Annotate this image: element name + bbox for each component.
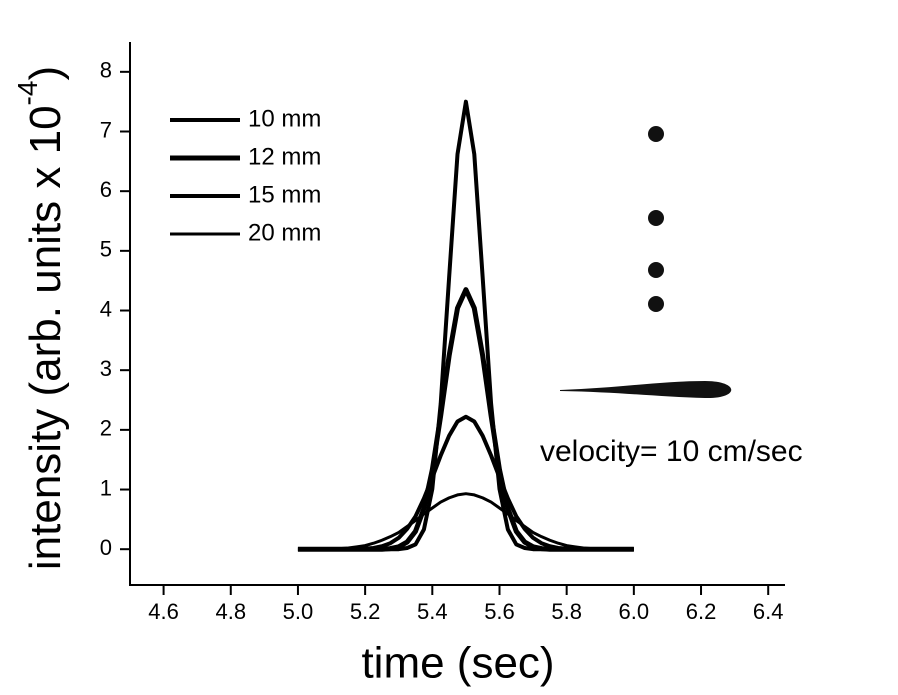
drop (648, 296, 664, 312)
x-tick-label: 5.2 (350, 599, 381, 624)
sketch (560, 126, 732, 399)
y-axis-title-text: intensity (arb. units x 10 (21, 105, 70, 570)
x-tick-label: 6.0 (619, 599, 650, 624)
y-tick-label: 0 (100, 535, 112, 560)
x-tick-label: 5.0 (283, 599, 314, 624)
x-tick-label: 4.8 (215, 599, 246, 624)
x-axis-title: time (sec) (361, 639, 554, 688)
y-axis-title-suffix: ) (21, 66, 70, 81)
x-tick-label: 6.4 (753, 599, 784, 624)
y-tick-label: 3 (100, 356, 112, 381)
legend-label: 12 mm (248, 143, 321, 170)
series-line (297, 287, 634, 552)
y-tick-label: 4 (100, 296, 112, 321)
y-tick-label: 7 (100, 117, 112, 142)
drop (648, 210, 664, 226)
x-tick-label: 4.6 (148, 599, 179, 624)
series-line (297, 414, 634, 552)
y-tick-label: 5 (100, 237, 112, 262)
y-tick-label: 6 (100, 177, 112, 202)
series-line (297, 99, 634, 552)
x-tick-label: 5.4 (417, 599, 448, 624)
series-line (297, 492, 634, 551)
legend-label: 15 mm (248, 181, 321, 208)
y-tick-label: 1 (100, 475, 112, 500)
x-tick-label: 5.6 (484, 599, 515, 624)
y-axis-title: intensity (arb. units x 10-4) (12, 66, 69, 570)
legend: 10 mm 12 mm 15 mm 20 mm (170, 105, 321, 246)
y-tick-label: 8 (100, 58, 112, 83)
legend-label: 10 mm (248, 105, 321, 132)
legend-label: 20 mm (248, 219, 321, 246)
x-tick-label: 5.8 (551, 599, 582, 624)
drop (648, 262, 664, 278)
y-tick-label: 2 (100, 416, 112, 441)
object (560, 381, 732, 399)
x-tick-label: 6.2 (686, 599, 717, 624)
annotation: velocity= 10 cm/sec (540, 435, 803, 468)
drop (648, 126, 664, 142)
y-axis-title-exponent: -4 (12, 81, 43, 106)
